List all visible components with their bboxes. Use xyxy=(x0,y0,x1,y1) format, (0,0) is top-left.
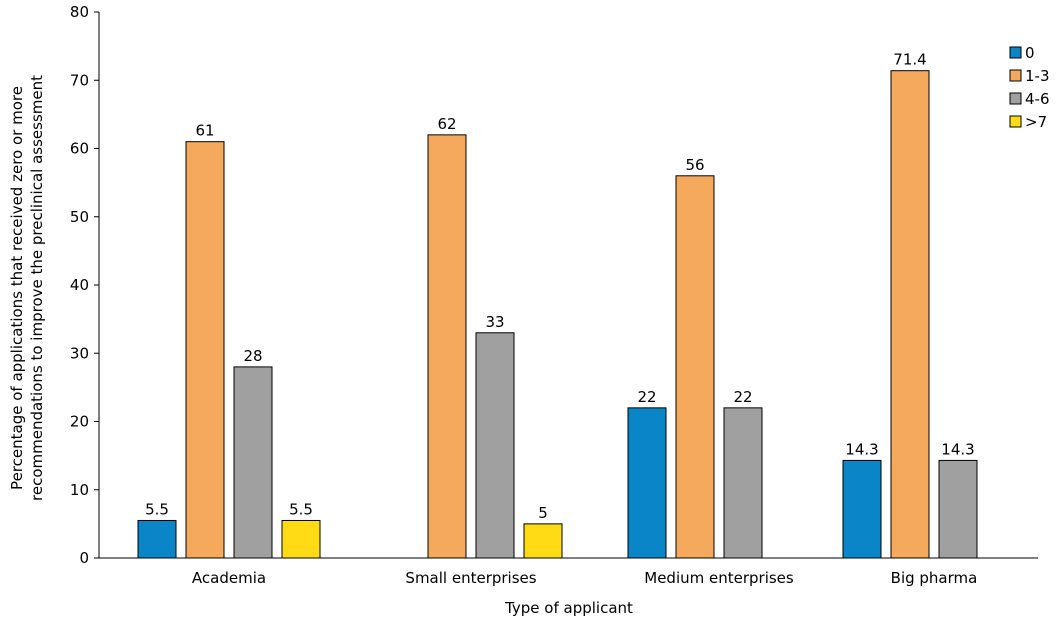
y-tick-label: 80 xyxy=(70,3,89,21)
legend-swatch xyxy=(1009,69,1022,82)
legend-label: 4-6 xyxy=(1025,90,1050,108)
y-axis-title-line-2: recommendations to improve the preclinic… xyxy=(28,75,46,501)
data-label: 5 xyxy=(538,504,548,522)
y-tick-label: 70 xyxy=(70,71,89,89)
y-tick-label: 20 xyxy=(70,413,89,431)
y-axis-title-line-1: Percentage of applications that received… xyxy=(8,86,26,490)
data-labels: 5.5 61 28 5.5 62 33 5 22 56 22 14.3 71.4 14.3 xyxy=(145,51,975,522)
y-tick-label: 60 xyxy=(70,140,89,158)
bar xyxy=(185,141,225,559)
legend-label: 0 xyxy=(1025,44,1035,62)
y-axis-title: Percentage of applications that received… xyxy=(8,75,46,501)
y-tick-label: 10 xyxy=(70,481,89,499)
data-label: 56 xyxy=(685,156,704,174)
y-tick-labels: 0 10 20 30 40 50 60 70 80 xyxy=(70,3,99,567)
data-label: 14.3 xyxy=(941,440,974,458)
y-tick-label: 30 xyxy=(70,344,89,362)
legend-swatch xyxy=(1009,92,1022,105)
data-label: 61 xyxy=(195,122,214,140)
bar xyxy=(842,459,882,559)
bar xyxy=(523,523,563,559)
data-label: 22 xyxy=(733,388,752,406)
legend-label: >7 xyxy=(1025,113,1047,131)
y-tick-label: 0 xyxy=(79,549,89,567)
bar xyxy=(890,70,930,559)
y-tick-label: 40 xyxy=(70,276,89,294)
data-label: 33 xyxy=(485,313,504,331)
legend-swatch xyxy=(1009,46,1022,59)
bar xyxy=(675,175,715,559)
bar xyxy=(723,407,763,559)
x-tick-label: Small enterprises xyxy=(405,569,536,587)
legend: 0 1-3 4-6 >7 xyxy=(1009,44,1050,131)
legend-label: 1-3 xyxy=(1025,67,1050,85)
category-labels: Academia Small enterprises Medium enterpri… xyxy=(192,569,977,587)
data-label: 62 xyxy=(437,115,456,133)
bars xyxy=(137,70,978,559)
x-axis-title: Type of applicant xyxy=(504,599,633,617)
bar xyxy=(281,519,321,559)
bar xyxy=(938,459,978,559)
data-label: 71.4 xyxy=(893,51,926,69)
data-label: 22 xyxy=(637,388,656,406)
x-tick-label: Big pharma xyxy=(891,569,978,587)
x-tick-label: Medium enterprises xyxy=(644,569,794,587)
bar xyxy=(475,332,515,559)
x-tick-label: Academia xyxy=(192,569,266,587)
bar xyxy=(233,366,273,559)
bar xyxy=(137,519,177,559)
y-tick-label: 50 xyxy=(70,208,89,226)
data-label: 14.3 xyxy=(845,440,878,458)
legend-swatch xyxy=(1009,115,1022,128)
data-label: 5.5 xyxy=(289,500,313,518)
bar xyxy=(627,407,667,559)
bar xyxy=(427,134,467,559)
data-label: 5.5 xyxy=(145,500,169,518)
data-label: 28 xyxy=(243,347,262,365)
